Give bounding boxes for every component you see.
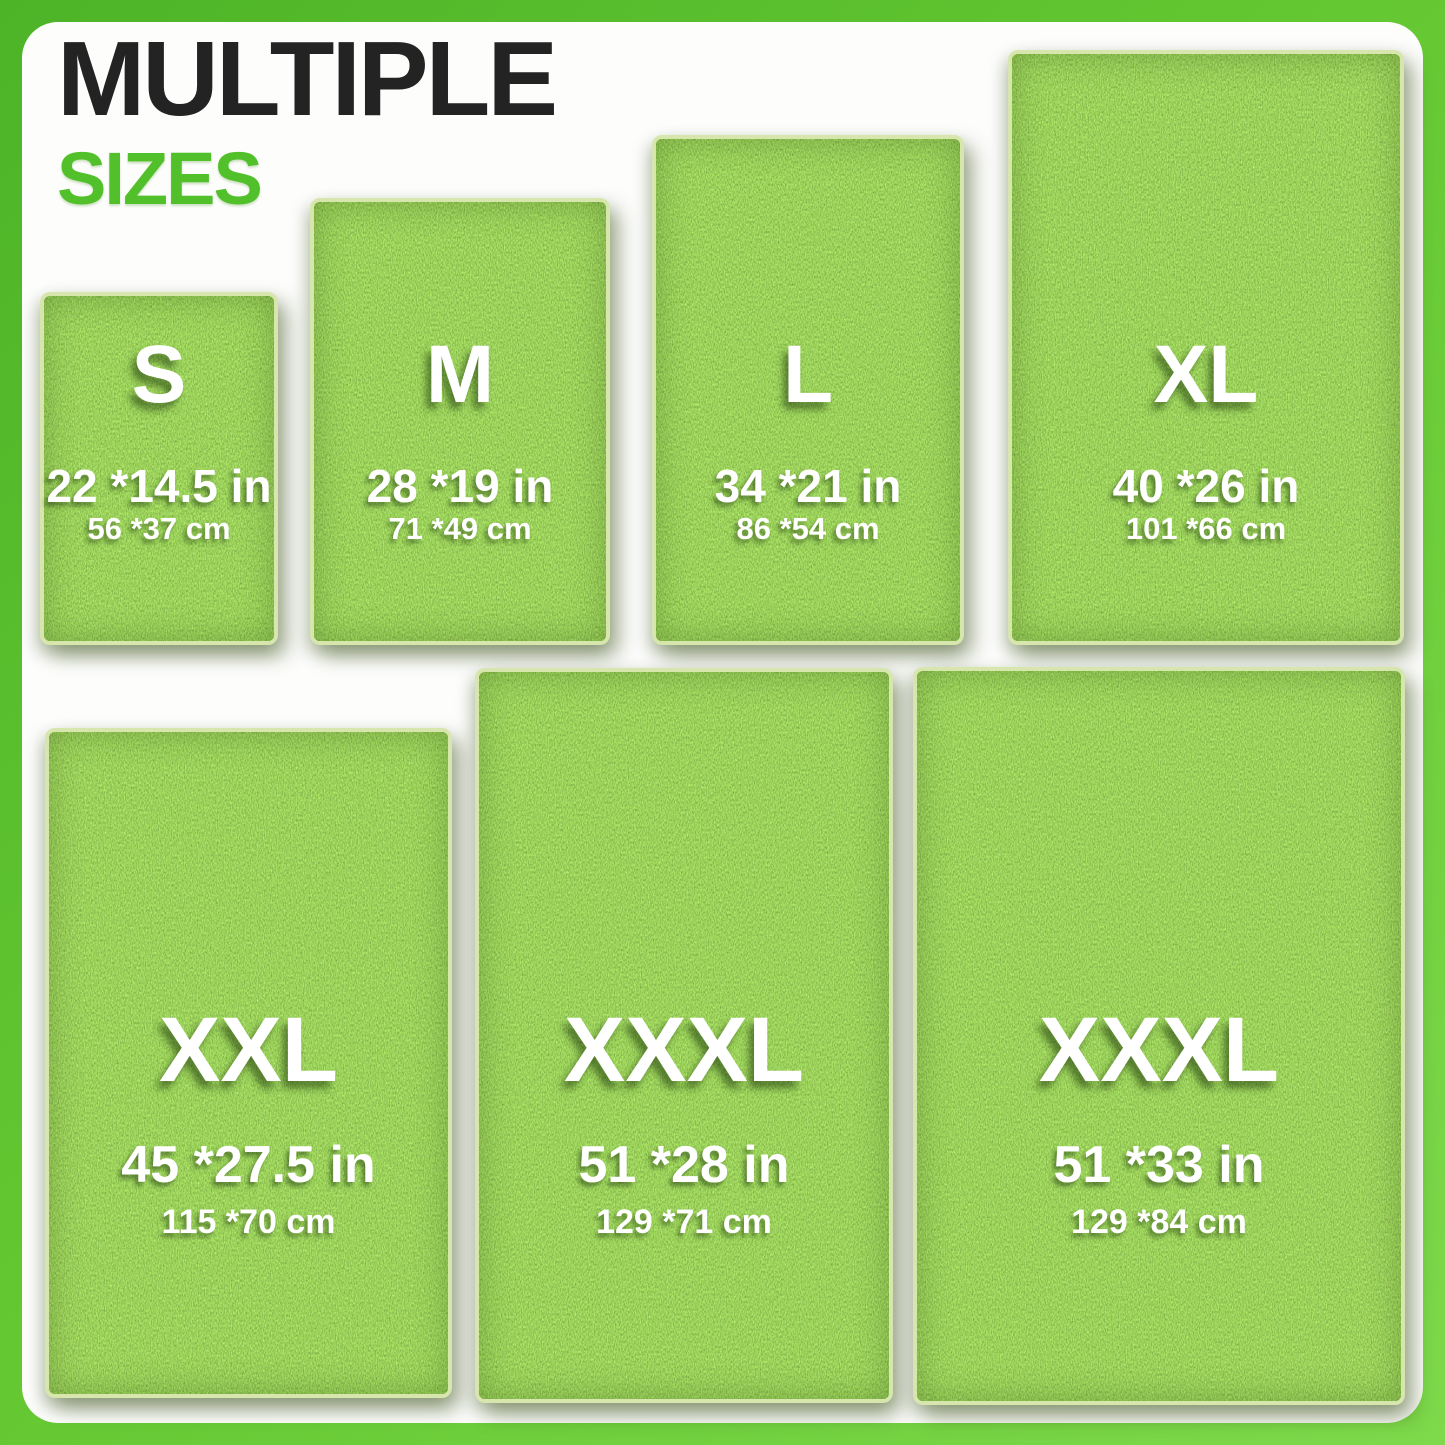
mat-labels: L 34 *21 in 86 *54 cm	[656, 329, 960, 546]
dimensions-cm: 101 *66 cm	[1125, 511, 1287, 546]
grass-mat-l: L 34 *21 in 86 *54 cm	[652, 135, 964, 645]
grass-texture	[314, 202, 606, 641]
grass-mat-s: S 22 *14.5 in 56 *37 cm	[40, 292, 278, 645]
grass-mat-xl: XL 40 *26 in 101 *66 cm	[1008, 50, 1404, 645]
size-label: XXL	[159, 999, 338, 1101]
size-label: S	[131, 329, 187, 420]
grass-texture	[44, 296, 274, 641]
mat-labels: XXL 45 *27.5 in 115 *70 cm	[49, 1004, 448, 1239]
dimensions-cm: 71 *49 cm	[388, 511, 532, 546]
mat-labels: XXXL 51 *33 in 129 *84 cm	[917, 1004, 1401, 1239]
grass-texture	[656, 139, 960, 641]
dimensions-cm: 129 *84 cm	[1071, 1203, 1247, 1241]
dimensions-inches: 51 *33 in	[1053, 1136, 1265, 1194]
size-label: M	[425, 329, 495, 420]
grass-texture	[479, 672, 889, 1399]
mat-labels: XXXL 51 *28 in 129 *71 cm	[479, 1004, 889, 1239]
grass-texture	[49, 732, 448, 1394]
dimensions-cm: 129 *71 cm	[596, 1203, 772, 1241]
grass-mat-m: M 28 *19 in 71 *49 cm	[310, 198, 610, 645]
dimensions-inches: 22 *14.5 in	[46, 460, 272, 512]
dimensions-cm: 86 *54 cm	[736, 511, 880, 546]
size-label: XXXL	[1038, 999, 1280, 1101]
size-label: XL	[1153, 329, 1259, 420]
mat-labels: XL 40 *26 in 101 *66 cm	[1012, 329, 1400, 546]
grass-texture	[917, 671, 1401, 1401]
mat-labels: M 28 *19 in 71 *49 cm	[314, 329, 606, 546]
title-subtitle: SIZES	[57, 137, 263, 220]
size-label: L	[782, 329, 834, 420]
grass-mat-xxxl-a: XXXL 51 *28 in 129 *71 cm	[475, 668, 893, 1403]
title-main: MULTIPLE	[57, 20, 558, 138]
infographic-title: MULTIPLE SIZES	[57, 20, 558, 220]
grass-mat-xxxl-b: XXXL 51 *33 in 129 *84 cm	[913, 667, 1405, 1405]
dimensions-inches: 45 *27.5 in	[121, 1136, 376, 1194]
grass-mat-xxl: XXL 45 *27.5 in 115 *70 cm	[45, 728, 452, 1398]
grass-texture	[1012, 54, 1400, 641]
dimensions-inches: 51 *28 in	[578, 1136, 790, 1194]
mat-labels: S 22 *14.5 in 56 *37 cm	[44, 329, 274, 546]
dimensions-inches: 40 *26 in	[1112, 460, 1300, 512]
dimensions-cm: 115 *70 cm	[161, 1203, 336, 1241]
dimensions-inches: 34 *21 in	[714, 460, 902, 512]
dimensions-inches: 28 *19 in	[366, 460, 554, 512]
size-label: XXXL	[563, 999, 805, 1101]
dimensions-cm: 56 *37 cm	[87, 511, 231, 546]
